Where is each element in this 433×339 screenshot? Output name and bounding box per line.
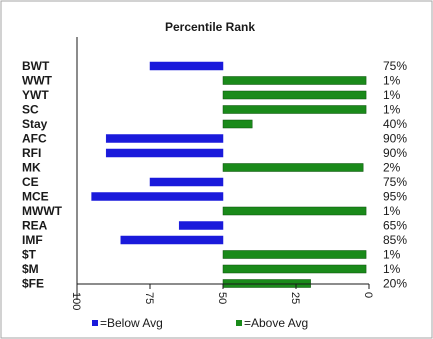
- bar-sc: [222, 105, 367, 114]
- value-label-sc: 1%: [383, 103, 401, 117]
- value-label-t: 1%: [383, 248, 401, 262]
- x-tick-label-0: 0: [362, 292, 374, 298]
- bar-mwwt: [222, 206, 367, 216]
- bar-bwt: [149, 61, 224, 71]
- category-label-mce: MCE: [22, 190, 49, 204]
- value-label-rea: 65%: [383, 219, 407, 233]
- legend-label-below: =Below Avg: [100, 316, 163, 330]
- value-label-fe: 20%: [383, 277, 407, 291]
- bar-mce: [91, 192, 224, 201]
- legend-swatch-above: [236, 320, 242, 326]
- x-axis-ticks: 100 75 50 25 0: [70, 284, 374, 310]
- category-label-stay: Stay: [22, 117, 48, 131]
- value-label-wwt: 1%: [383, 74, 401, 88]
- category-label-rfi: RFI: [22, 146, 41, 160]
- category-label-bwt: BWT: [22, 59, 50, 73]
- category-label-m: $M: [22, 262, 39, 276]
- value-label-afc: 90%: [383, 132, 407, 146]
- bar-m: [222, 264, 367, 274]
- category-label-afc: AFC: [22, 132, 47, 146]
- category-label-sc: SC: [22, 103, 39, 117]
- category-label-t: $T: [22, 248, 37, 262]
- value-label-ce: 75%: [383, 175, 407, 189]
- bar-afc: [105, 134, 224, 143]
- chart-title: Percentile Rank: [165, 20, 255, 34]
- x-tick-label-75: 75: [143, 292, 155, 304]
- category-label-ywt: YWT: [22, 88, 49, 102]
- value-label-ywt: 1%: [383, 88, 401, 102]
- category-label-ce: CE: [22, 175, 39, 189]
- category-label-imf: IMF: [22, 233, 43, 247]
- legend: =Below Avg =Above Avg: [92, 316, 308, 330]
- x-tick-label-25: 25: [289, 292, 301, 304]
- legend-label-above: =Above Avg: [244, 316, 308, 330]
- bar-wwt: [222, 76, 367, 85]
- category-label-fe: $FE: [22, 277, 44, 291]
- value-label-imf: 85%: [383, 233, 407, 247]
- category-label-rea: REA: [22, 219, 48, 233]
- bar-mk: [222, 163, 364, 172]
- value-label-stay: 40%: [383, 117, 407, 131]
- bar-imf: [120, 235, 224, 245]
- legend-swatch-below: [92, 320, 98, 326]
- value-label-mwwt: 1%: [383, 204, 401, 218]
- bar-ywt: [222, 90, 367, 100]
- value-label-mk: 2%: [383, 161, 401, 175]
- bar-rfi: [105, 148, 224, 158]
- category-label-wwt: WWT: [22, 74, 53, 88]
- bars: [91, 61, 367, 288]
- bar-stay: [222, 119, 253, 129]
- category-label-mk: MK: [22, 161, 41, 175]
- bar-rea: [178, 221, 224, 230]
- x-tick-label-50: 50: [216, 292, 228, 304]
- value-label-rfi: 90%: [383, 146, 407, 160]
- bar-t: [222, 250, 367, 259]
- value-labels: 75%1%1%1%40%90%90%2%75%95%1%65%85%1%1%20…: [383, 59, 407, 291]
- value-label-bwt: 75%: [383, 59, 407, 73]
- x-tick-label-100: 100: [70, 292, 82, 310]
- value-label-mce: 95%: [383, 190, 407, 204]
- value-label-m: 1%: [383, 262, 401, 276]
- category-labels: BWTWWTYWTSCStayAFCRFIMKCEMCEMWWTREAIMF$T…: [22, 59, 63, 291]
- bar-ce: [149, 177, 224, 187]
- category-label-mwwt: MWWT: [22, 204, 63, 218]
